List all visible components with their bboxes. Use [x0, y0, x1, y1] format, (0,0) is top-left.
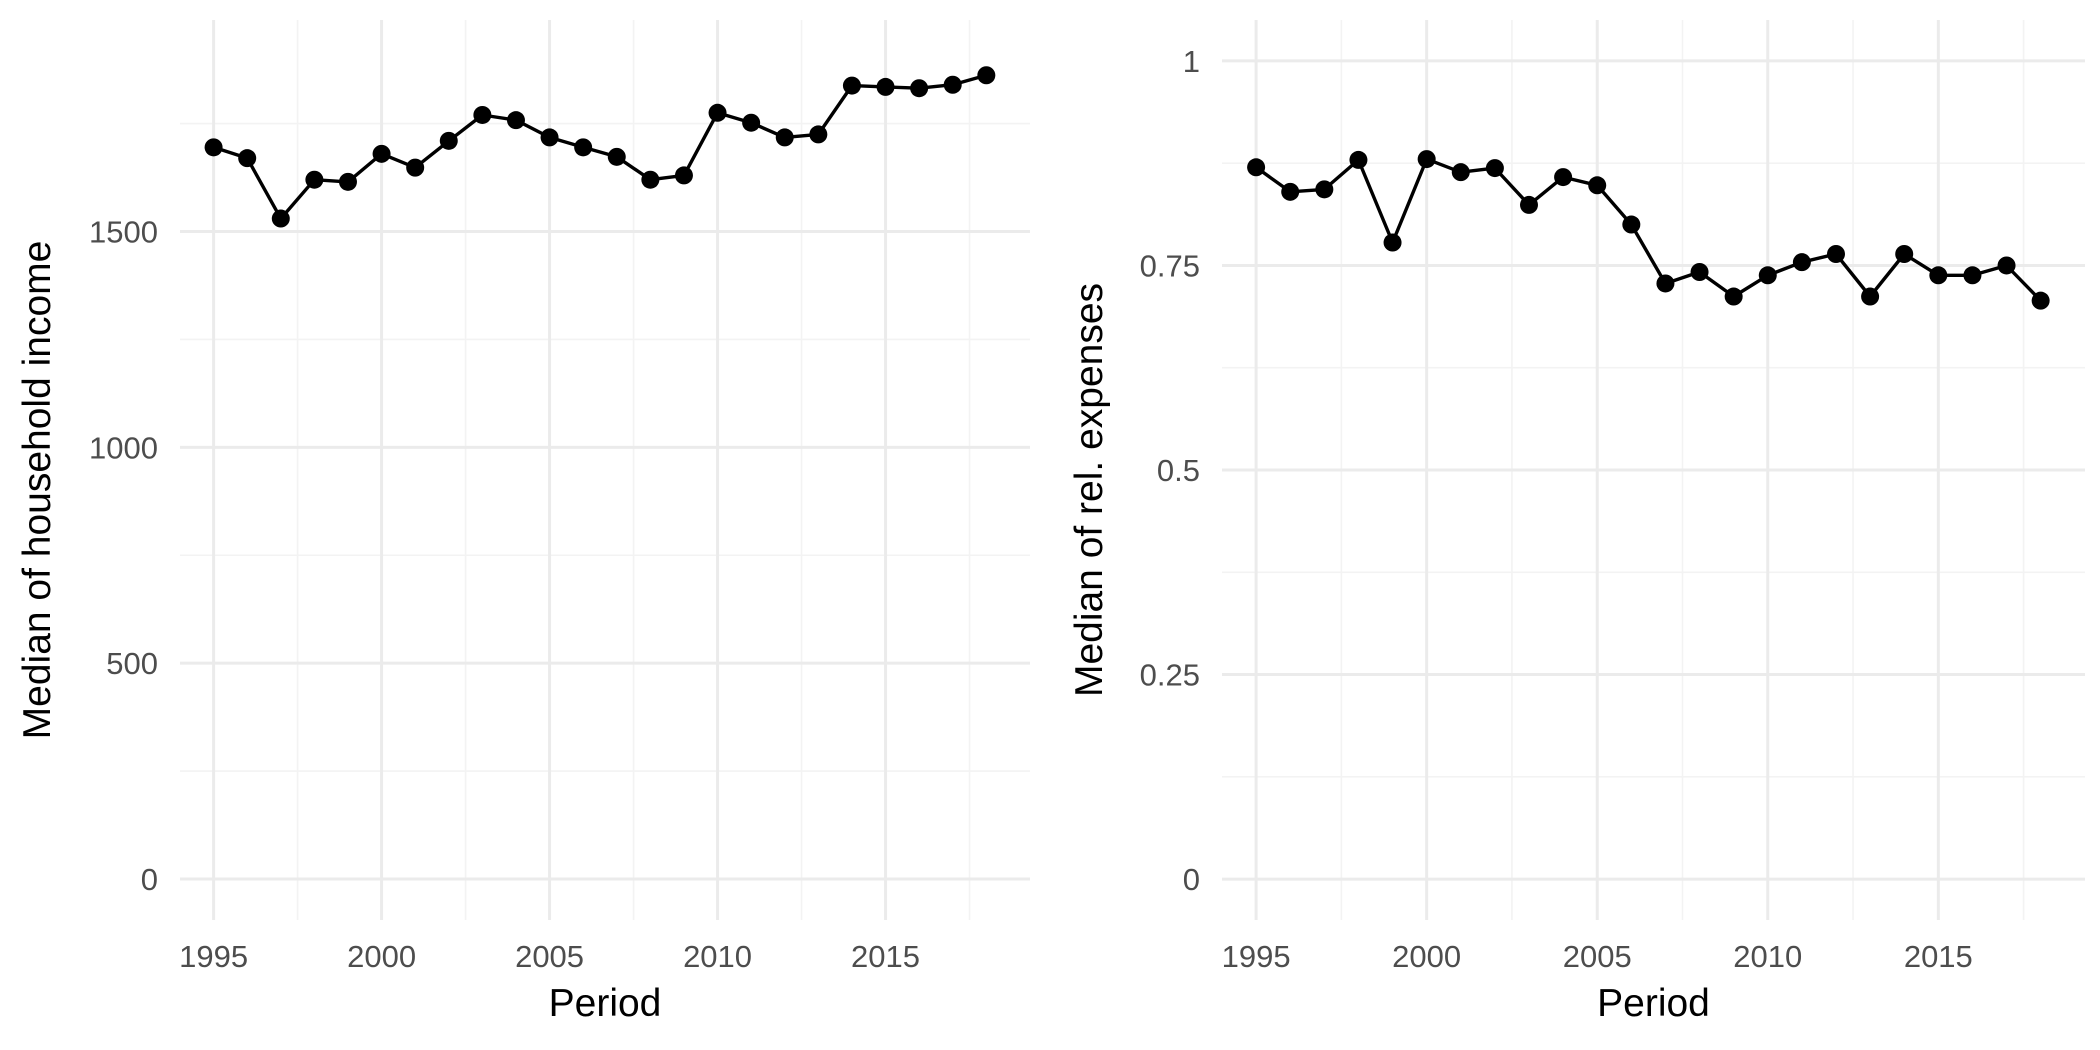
income-data-point	[607, 147, 626, 166]
income-data-point	[305, 170, 324, 189]
expenses-x-tick-label: 2010	[1733, 939, 1802, 974]
income-data-point	[406, 158, 425, 177]
income-y-tick-label: 500	[106, 646, 158, 681]
income-x-tick-label: 2010	[683, 939, 752, 974]
expenses-data-point	[1656, 274, 1675, 293]
expenses-data-point	[1895, 245, 1914, 263]
income-panel: 0 500 1000 1500 1995 2000 2005 2010 2015 Period Me…	[16, 20, 1030, 1025]
income-data-point	[876, 77, 895, 96]
income-data-point	[674, 166, 693, 185]
expenses-data-point	[1929, 266, 1948, 285]
income-data-point	[943, 75, 962, 94]
expenses-data-point	[1758, 266, 1777, 285]
expenses-x-tick-label: 2005	[1563, 939, 1632, 974]
income-x-tick-label: 2000	[347, 939, 416, 974]
expenses-data-point	[1451, 163, 1470, 182]
expenses-data-point	[1554, 168, 1573, 187]
expenses-panel: 0 0.25 0.5 0.75 1 1995 2000 2005 2010 2015 Period M…	[1068, 20, 2085, 1025]
income-data-point	[473, 105, 492, 124]
income-series-line	[213, 73, 987, 221]
expenses-data-point	[1519, 195, 1538, 214]
expenses-data-point	[1383, 233, 1402, 252]
income-data-point	[574, 138, 593, 157]
income-data-point	[271, 209, 290, 228]
expenses-x-tick-label: 1995	[1222, 939, 1291, 974]
expenses-x-tick-label: 2000	[1392, 939, 1461, 974]
expenses-series-line	[1255, 157, 2042, 302]
expenses-data-point	[1690, 263, 1709, 281]
expenses-y-tick-label: 0.75	[1140, 248, 1200, 283]
income-y-tick-label: 1000	[89, 430, 158, 465]
expenses-y-tick-label: 0.5	[1157, 453, 1200, 488]
income-data-point	[439, 131, 458, 150]
expenses-data-point	[1997, 256, 2016, 275]
income-data-point	[708, 103, 727, 122]
income-data-point	[775, 128, 794, 147]
income-x-tick-label: 1995	[179, 939, 248, 974]
income-data-point	[809, 125, 828, 144]
income-data-point	[238, 149, 257, 168]
expenses-data-point	[1826, 245, 1845, 263]
income-data-point	[338, 172, 357, 191]
expenses-data-point	[2031, 291, 2050, 310]
expenses-data-point	[1281, 182, 1300, 201]
income-data-point	[842, 76, 861, 95]
expenses-data-point	[1792, 253, 1811, 272]
expenses-data-point	[1963, 266, 1982, 285]
income-y-axis-title: Median of household income	[16, 241, 59, 740]
expenses-x-axis-title: Period	[1597, 982, 1710, 1025]
expenses-data-point	[1349, 150, 1368, 169]
expenses-x-tick-label: 2015	[1904, 939, 1973, 974]
income-data-point	[506, 111, 525, 130]
expenses-y-tick-label: 0.25	[1140, 658, 1200, 693]
income-data-point	[540, 128, 559, 147]
income-y-tick-label: 1500	[89, 215, 158, 250]
expenses-y-tick-label: 1	[1183, 44, 1200, 79]
expenses-y-tick-label: 0	[1183, 862, 1200, 897]
expenses-data-point	[1315, 180, 1334, 199]
expenses-data-point	[1247, 158, 1266, 177]
expenses-data-point	[1622, 215, 1641, 234]
expenses-data-point	[1588, 176, 1607, 195]
expenses-y-axis-title: Median of rel. expenses	[1068, 283, 1111, 697]
income-y-tick-label: 0	[141, 862, 158, 897]
income-x-tick-label: 2015	[851, 939, 920, 974]
income-x-tick-label: 2005	[515, 939, 584, 974]
expenses-data-point	[1485, 159, 1504, 178]
income-data-point	[372, 144, 391, 163]
income-data-point	[977, 66, 996, 85]
income-data-point	[641, 170, 660, 189]
income-x-axis-title: Period	[549, 982, 662, 1025]
expenses-data-point	[1724, 287, 1743, 306]
expenses-data-point	[1861, 287, 1880, 306]
income-data-point	[204, 138, 223, 157]
income-data-point	[742, 113, 761, 132]
expenses-data-point	[1417, 150, 1436, 169]
income-data-point	[910, 79, 929, 98]
